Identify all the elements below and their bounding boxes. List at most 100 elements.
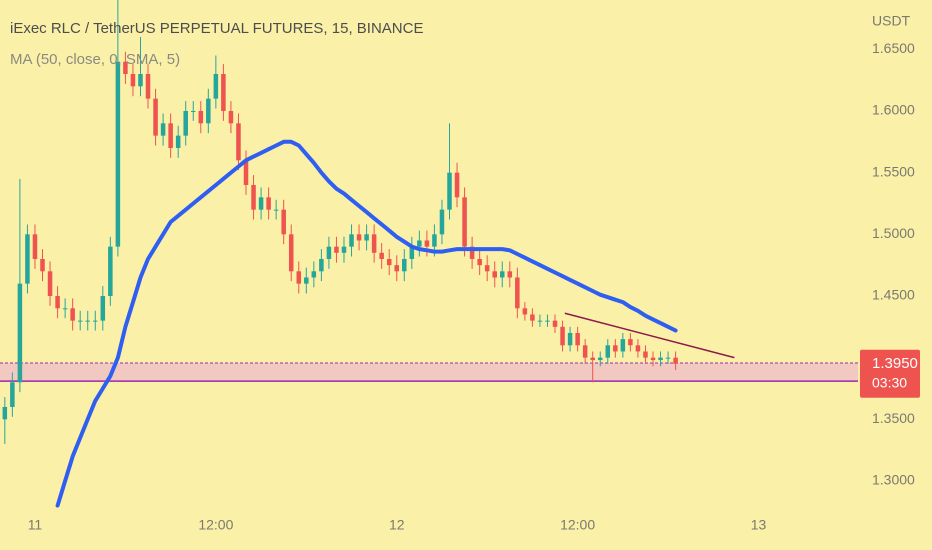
candle-body bbox=[552, 320, 558, 327]
candle-body bbox=[266, 197, 271, 210]
candle-body bbox=[439, 209, 445, 235]
candle-body bbox=[160, 123, 166, 136]
candle-body bbox=[25, 234, 30, 284]
trendline bbox=[564, 312, 735, 359]
candle-body bbox=[243, 160, 249, 185]
candle-body bbox=[70, 308, 75, 321]
countdown-label: 03:30 bbox=[872, 375, 907, 391]
candle-body bbox=[198, 110, 204, 124]
candle-body bbox=[311, 271, 317, 278]
candle-body bbox=[47, 271, 53, 296]
candle-body bbox=[515, 277, 520, 309]
candle-body bbox=[281, 209, 286, 235]
candle-body bbox=[258, 197, 264, 210]
candle-body bbox=[567, 332, 573, 346]
candle-body bbox=[590, 357, 595, 361]
candle-body bbox=[236, 123, 241, 161]
candle-body bbox=[213, 73, 219, 99]
candle-body bbox=[356, 234, 362, 241]
candle-body bbox=[424, 240, 430, 247]
chart-title: iExec RLC / TetherUS PERPETUAL FUTURES, … bbox=[10, 20, 423, 37]
x-tick-label: 12 bbox=[389, 517, 405, 533]
candle-body bbox=[93, 320, 98, 322]
candle-body bbox=[228, 110, 234, 124]
candle-body bbox=[108, 246, 113, 296]
candle-body bbox=[326, 246, 332, 259]
y-tick-label: 1.6000 bbox=[872, 102, 915, 118]
candle-body bbox=[605, 345, 611, 358]
candle-body bbox=[130, 73, 136, 87]
candle-body bbox=[2, 406, 8, 420]
candle-body bbox=[371, 234, 377, 253]
candle-body bbox=[183, 110, 188, 136]
x-tick-label: 12:00 bbox=[560, 517, 595, 533]
y-tick-label: 1.3000 bbox=[872, 472, 915, 488]
candle-body bbox=[386, 258, 392, 266]
x-tick-label: 12:00 bbox=[198, 517, 233, 533]
candle-body bbox=[100, 295, 106, 321]
candle-body bbox=[55, 295, 60, 309]
last-price-label: 1.3950 bbox=[872, 355, 918, 372]
candle-body bbox=[32, 234, 38, 259]
y-tick-label: 1.3500 bbox=[872, 410, 915, 426]
last-price-box bbox=[860, 349, 920, 398]
candle-body bbox=[77, 320, 83, 322]
candle-body bbox=[206, 98, 211, 124]
candle-body bbox=[613, 345, 618, 352]
y-tick-label: 1.4500 bbox=[872, 287, 915, 303]
candle-body bbox=[522, 308, 528, 315]
candle-body bbox=[597, 357, 603, 361]
candle-body bbox=[251, 184, 256, 210]
y-tick-label: 1.6500 bbox=[872, 40, 915, 56]
candle-body bbox=[575, 332, 580, 346]
candle-body bbox=[665, 357, 671, 359]
y-tick-label: 1.5000 bbox=[872, 225, 915, 241]
candle-body bbox=[409, 246, 415, 259]
candle-body bbox=[560, 326, 565, 346]
candle-body bbox=[319, 258, 324, 272]
candle-body bbox=[432, 234, 437, 247]
candle-body bbox=[190, 110, 196, 112]
candle-body bbox=[582, 345, 588, 358]
candle-body bbox=[620, 339, 626, 352]
candle-body bbox=[334, 246, 339, 253]
candle-body bbox=[673, 357, 678, 364]
moving-average bbox=[55, 139, 678, 508]
candle-body bbox=[469, 246, 475, 259]
candle-body bbox=[658, 357, 663, 361]
candle-body bbox=[40, 258, 45, 272]
candle-body bbox=[62, 308, 68, 310]
candle-body bbox=[492, 271, 497, 278]
candle-body bbox=[499, 271, 505, 278]
candle-body bbox=[650, 357, 656, 361]
indicator-label: MA (50, close, 0, SMA, 5) bbox=[10, 51, 180, 68]
candle-body bbox=[341, 246, 347, 253]
candle-body bbox=[138, 73, 143, 87]
candle-body bbox=[447, 172, 452, 210]
candle-body bbox=[349, 234, 354, 247]
candle-body bbox=[85, 320, 90, 322]
candle-body bbox=[17, 283, 23, 383]
candle-body bbox=[379, 252, 384, 259]
x-tick-label: 13 bbox=[751, 517, 767, 533]
candle-body bbox=[288, 234, 294, 272]
candle-body bbox=[153, 98, 158, 136]
candle-body bbox=[462, 197, 467, 247]
candle-body bbox=[530, 314, 535, 321]
candle-body bbox=[507, 271, 513, 278]
candle-body bbox=[304, 277, 309, 284]
candle-body bbox=[628, 339, 633, 346]
candle-body bbox=[296, 271, 302, 284]
candle-body bbox=[115, 61, 121, 247]
candle-body bbox=[484, 265, 490, 272]
candle-body bbox=[168, 123, 173, 148]
candle-body bbox=[123, 61, 128, 74]
candle-body bbox=[545, 320, 550, 322]
candle-body bbox=[643, 351, 648, 358]
candle-body bbox=[221, 73, 226, 111]
y-tick-label: 1.5500 bbox=[872, 163, 915, 179]
candle-body bbox=[402, 258, 407, 272]
candle-body bbox=[175, 135, 181, 148]
candle-body bbox=[417, 240, 422, 247]
